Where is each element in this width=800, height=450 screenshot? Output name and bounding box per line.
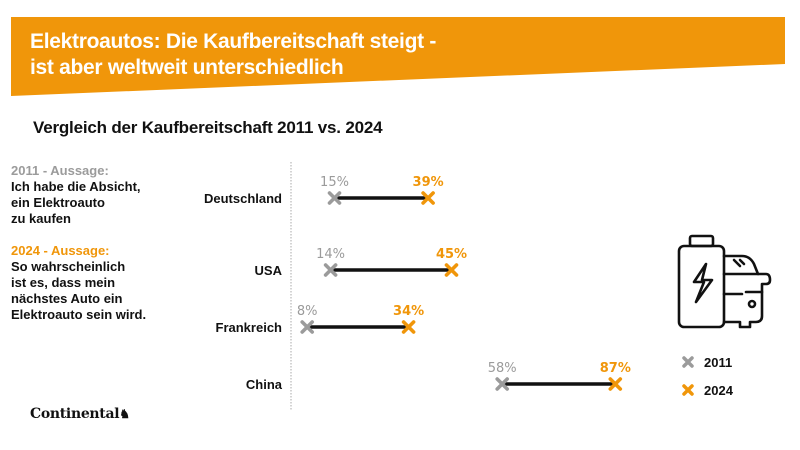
logo-text: Continental [30,406,120,422]
note-2011-head: 2011 - Aussage: [11,163,109,178]
legend-item-2024: 2024 [682,376,733,404]
marker-2024 [608,377,623,391]
data-label-2024: 34% [393,304,424,319]
note-2011-line: ein Elektroauto [11,195,105,210]
legend-item-2011: 2011 [682,348,733,376]
marker-2011 [327,191,342,205]
marker-2011 [495,377,509,391]
data-label-2011: 15% [320,175,349,190]
title-line-2: ist aber weltweit unterschiedlich [30,56,344,79]
note-2011-line: zu kaufen [11,211,71,226]
banner-shape [11,17,785,96]
data-label-2024: 45% [436,247,467,262]
note-2024-head: 2024 - Aussage: [11,243,110,258]
legend-label: 2011 [704,354,733,370]
data-label-2011: 8% [297,304,318,319]
marker-2024 [401,320,416,334]
cross-marker-2024-icon [682,384,694,396]
note-2024-line: So wahrscheinlich [11,259,126,274]
category-label: China [245,377,282,392]
marker-2024 [444,263,459,277]
data-label-2011: 14% [316,247,345,262]
legend: 2011 2024 [682,348,733,404]
note-2024-line: nächstes Auto ein [11,291,123,306]
data-label-2024: 87% [600,361,631,376]
continental-logo: Continental♞ [30,406,130,422]
category-label: USA [254,263,282,278]
marker-2024 [421,191,435,205]
note-2024: 2024 - Aussage: So wahrscheinlich ist es… [11,243,146,323]
marker-2011 [300,320,314,334]
note-2024-line: ist es, dass mein [11,275,116,290]
cross-marker-2011-icon [682,356,694,368]
data-label-2024: 39% [413,175,444,190]
note-2011-line: Ich habe die Absicht, [11,179,141,194]
data-label-2011: 58% [488,361,517,376]
category-label: Deutschland [203,191,282,206]
battery-car-icon [677,234,772,329]
note-2024-line: Elektroauto sein wird. [11,307,147,322]
title-banner [11,17,785,96]
horse-icon: ♞ [119,407,130,421]
category-label: Frankreich [215,320,282,335]
legend-label: 2024 [704,382,733,398]
note-2011: 2011 - Aussage: Ich habe die Absicht, ei… [11,163,141,227]
marker-2011 [323,263,338,277]
chart-subtitle: Vergleich der Kaufbereitschaft 2011 vs. … [33,118,383,137]
title-line-1: Elektroautos: Die Kaufbereitschaft steig… [30,30,437,53]
